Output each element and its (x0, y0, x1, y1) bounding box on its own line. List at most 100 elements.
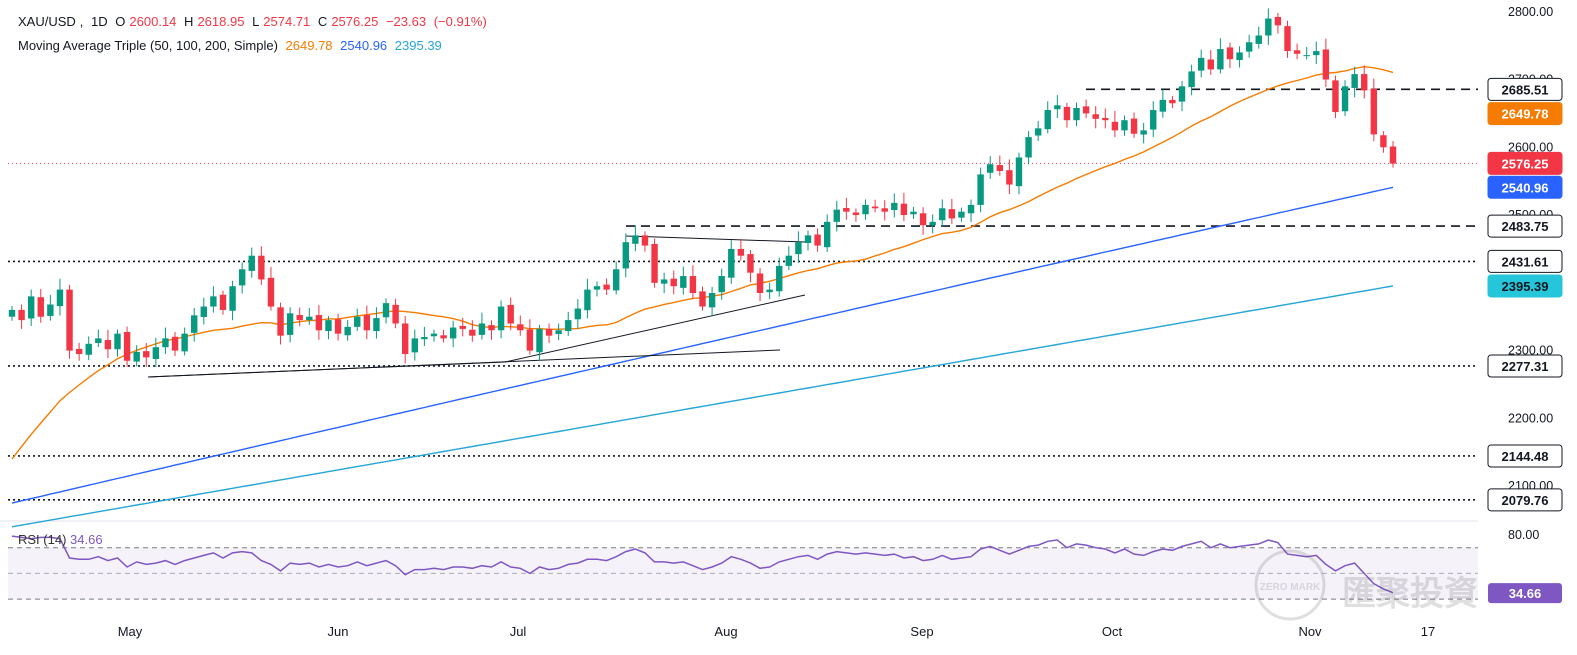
candle (373, 318, 380, 332)
candle (939, 208, 946, 221)
price-tick-label: 2200.00 (1508, 411, 1553, 425)
candle (871, 206, 879, 209)
candle (277, 307, 284, 336)
candle (181, 333, 188, 352)
candle (152, 347, 160, 359)
candle (1150, 110, 1157, 130)
candle (354, 316, 361, 327)
candle (411, 338, 418, 353)
candle (565, 320, 572, 332)
watermark-cn: 匯聚投資 (1342, 575, 1478, 613)
candle (459, 325, 466, 329)
open-value: 2600.14 (129, 14, 177, 29)
candle (200, 306, 208, 317)
time-axis-label: Jun (328, 624, 349, 639)
candle (1284, 26, 1291, 52)
candle (1169, 99, 1176, 104)
candle (47, 304, 54, 316)
time-axis-label: Sep (910, 624, 933, 639)
candle (967, 204, 975, 214)
candle (1092, 114, 1099, 119)
price-badge (1487, 274, 1563, 298)
candle (1121, 120, 1128, 131)
price-tick-label: 2800.00 (1508, 5, 1553, 19)
ma100-value: 2540.96 (340, 38, 388, 53)
candle (862, 204, 869, 215)
candle (1380, 135, 1387, 148)
price-badge (1487, 102, 1563, 126)
candle (133, 351, 140, 362)
candle (210, 296, 217, 307)
candle (603, 284, 610, 290)
candle (449, 327, 457, 339)
candle (517, 324, 524, 331)
candle (852, 212, 860, 216)
candle (910, 211, 917, 215)
trend-line (504, 294, 806, 363)
candle (114, 333, 121, 350)
ma-title: Moving Average Triple (50, 100, 200, Sim… (18, 38, 278, 53)
trend-line (625, 235, 806, 243)
candle (670, 278, 677, 287)
candle (1140, 130, 1147, 135)
candle (382, 303, 390, 318)
candle (1054, 105, 1061, 110)
candles (8, 8, 1397, 368)
candle (1351, 74, 1358, 88)
candle (162, 338, 169, 348)
candle (833, 209, 840, 222)
candle (1015, 157, 1023, 187)
candle (680, 276, 687, 288)
candle (1217, 49, 1224, 70)
candle (776, 265, 783, 292)
timeframe-label: 1D (91, 14, 108, 29)
rsi-tick-label: 80.00 (1508, 528, 1539, 542)
candle (248, 255, 255, 271)
candle (1274, 16, 1282, 26)
candle (191, 315, 198, 333)
time-axis-label: Oct (1102, 624, 1123, 639)
time-axis-label: Nov (1298, 624, 1322, 639)
time-axis-label: 17 (1421, 624, 1435, 639)
candle (402, 323, 409, 354)
price-badge (1487, 354, 1563, 378)
candle (18, 309, 25, 321)
price-badge-label: 2685.51 (1502, 82, 1549, 97)
candle (766, 289, 773, 293)
candle (1111, 121, 1119, 131)
candle (1159, 99, 1167, 112)
candle (612, 269, 620, 291)
candle (756, 273, 764, 293)
watermark-en: ZERO MARK (1260, 582, 1321, 593)
ma-legend: Moving Average Triple (50, 100, 200, Sim… (18, 38, 446, 53)
candle (574, 308, 582, 320)
change-value: −23.63 (385, 14, 427, 29)
price-badge-label: 2483.75 (1502, 219, 1549, 234)
price-badge (1487, 77, 1563, 101)
candle (1255, 35, 1262, 44)
rsi-line (11, 535, 1394, 594)
candle (1293, 50, 1301, 54)
candle (718, 276, 725, 293)
candle (1265, 18, 1272, 36)
candle (507, 304, 514, 324)
candle (1188, 71, 1195, 88)
candle (795, 242, 802, 255)
candle (919, 213, 927, 226)
candle (267, 277, 275, 307)
candle (1073, 108, 1080, 121)
candle (737, 248, 745, 256)
candle (296, 314, 303, 321)
price-tick-label: 2600.00 (1508, 140, 1553, 154)
candle (823, 221, 831, 248)
candle (814, 234, 821, 246)
candle (1025, 137, 1032, 158)
candle (785, 255, 793, 266)
candle (1236, 52, 1243, 61)
candle (469, 329, 476, 336)
candle (1313, 51, 1320, 56)
candle (258, 255, 265, 280)
candle (1197, 57, 1205, 71)
